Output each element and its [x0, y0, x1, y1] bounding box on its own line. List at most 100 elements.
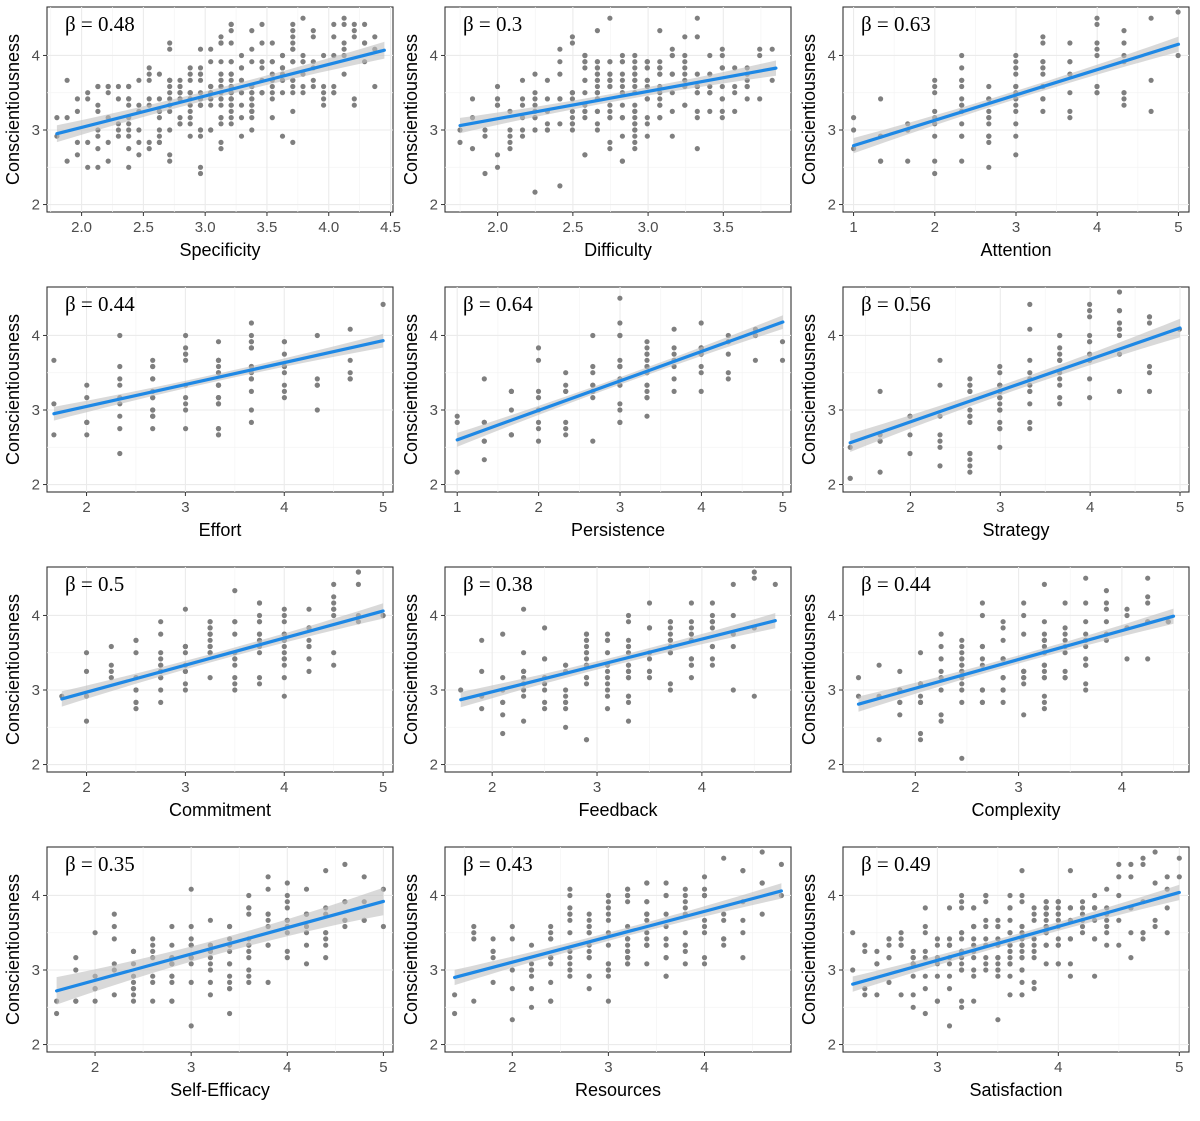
data-point	[995, 1017, 1001, 1023]
data-point	[725, 370, 731, 376]
data-point	[249, 28, 255, 34]
x-tick-label: 3.5	[713, 219, 734, 236]
data-point	[1087, 332, 1093, 339]
data-point	[667, 687, 674, 693]
data-point	[740, 955, 746, 961]
data-point	[372, 34, 378, 40]
data-point	[1027, 370, 1033, 376]
data-point	[238, 102, 245, 108]
data-point	[548, 979, 554, 986]
data-point	[644, 930, 650, 936]
data-point	[1041, 631, 1047, 637]
x-tick-label: 2	[906, 499, 914, 516]
data-point	[85, 96, 91, 102]
data-point	[583, 637, 590, 643]
data-point	[1152, 880, 1158, 886]
data-point	[509, 967, 515, 973]
data-point	[1083, 662, 1089, 668]
data-point	[126, 133, 132, 139]
data-point	[182, 687, 188, 693]
data-point	[117, 363, 123, 370]
data-point	[290, 139, 296, 145]
data-point	[290, 40, 296, 46]
data-point	[150, 413, 156, 419]
x-tick-label: 3	[1012, 219, 1020, 236]
data-point	[341, 46, 347, 52]
data-point	[583, 681, 590, 687]
data-point	[306, 643, 312, 650]
data-point	[646, 668, 653, 675]
data-point	[563, 370, 569, 376]
data-point	[136, 77, 142, 83]
data-point	[269, 115, 275, 121]
data-point	[779, 339, 786, 345]
x-tick-label: 2.0	[71, 219, 92, 236]
data-point	[1145, 600, 1151, 606]
data-point	[1057, 345, 1063, 351]
data-point	[300, 52, 306, 59]
y-tick-label: 3	[430, 402, 438, 419]
data-point	[590, 438, 596, 444]
y-tick-label: 2	[430, 757, 438, 774]
beta-annotation: β = 0.49	[861, 852, 931, 876]
data-point	[519, 102, 526, 108]
x-tick-label: 4.5	[380, 219, 401, 236]
data-point	[508, 432, 514, 438]
data-point	[586, 973, 592, 979]
data-point	[959, 102, 965, 108]
data-point	[669, 71, 675, 77]
data-point	[1164, 930, 1170, 936]
data-point	[619, 133, 626, 139]
data-point	[759, 849, 765, 855]
data-point	[740, 917, 746, 923]
data-point	[557, 46, 563, 52]
data-point	[259, 65, 265, 71]
data-point	[1116, 332, 1123, 339]
data-point	[1116, 892, 1122, 899]
data-point	[590, 382, 596, 388]
data-point	[563, 687, 569, 693]
data-point	[183, 401, 189, 407]
data-point	[481, 438, 487, 444]
data-point	[208, 83, 214, 90]
data-point	[177, 83, 183, 90]
data-point	[644, 413, 650, 419]
data-point	[351, 96, 357, 102]
data-point	[619, 52, 626, 59]
data-point	[663, 880, 669, 886]
data-point	[115, 133, 121, 139]
axis-ticks: 2 3 4 5 2 3 4	[32, 887, 388, 1076]
data-point	[197, 65, 204, 71]
data-point	[582, 152, 588, 158]
axis-ticks: 2 3 4 5 2 3 4	[32, 327, 388, 516]
data-point	[583, 631, 590, 637]
data-point	[625, 668, 632, 675]
data-point	[197, 71, 204, 77]
data-point	[130, 998, 137, 1004]
data-point	[971, 923, 977, 930]
data-point	[1152, 849, 1158, 855]
data-point	[569, 127, 576, 133]
data-point	[117, 382, 123, 388]
data-point	[563, 662, 569, 668]
data-point	[108, 668, 114, 675]
panel-satisfaction: 3 4 5 2 3 4 Satisfaction Conscientiousness β = 0…	[799, 846, 1190, 1100]
beta-annotation: β = 0.48	[65, 12, 135, 36]
panel-frame	[444, 846, 792, 1053]
data-point	[1128, 955, 1134, 961]
data-point	[1152, 917, 1158, 923]
panel-frame	[842, 846, 1190, 1053]
data-point	[452, 1010, 458, 1017]
x-tick-label: 2	[534, 499, 542, 516]
data-point	[986, 115, 992, 121]
x-tick-label: 5	[379, 1059, 387, 1076]
data-point	[1079, 930, 1086, 936]
data-point	[331, 90, 337, 96]
data-point	[471, 930, 477, 936]
data-point	[732, 65, 738, 71]
data-point	[563, 699, 569, 706]
data-point	[619, 77, 626, 83]
data-point	[256, 631, 263, 637]
gridlines	[47, 287, 393, 492]
data-point	[494, 83, 501, 90]
